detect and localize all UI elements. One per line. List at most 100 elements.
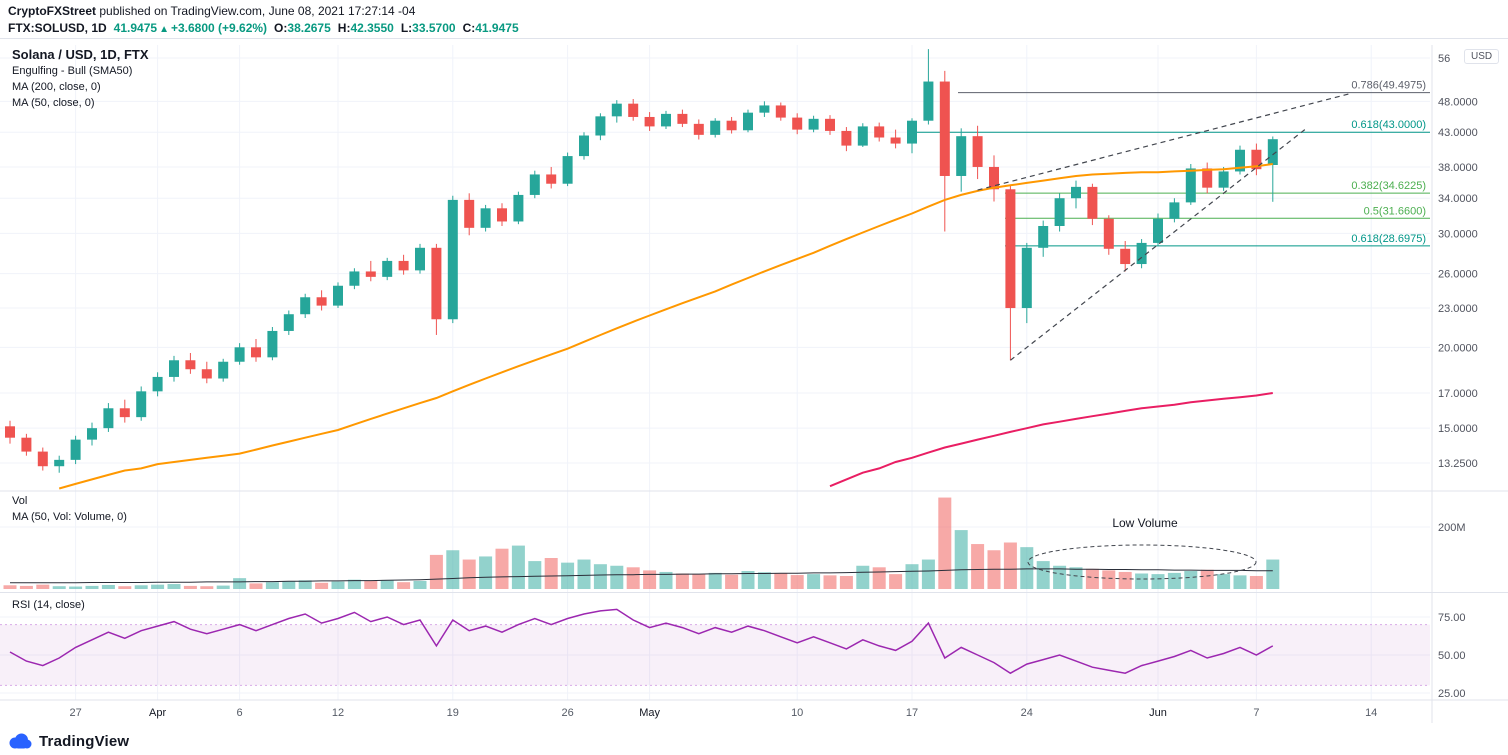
volume-bar: [19, 585, 33, 589]
volume-legend[interactable]: Vol: [12, 495, 28, 507]
fib-label: 0.382(34.6225): [1351, 180, 1426, 192]
candle-body: [1054, 198, 1065, 226]
price-axis-label: 30.0000: [1438, 228, 1478, 240]
price-axis-label: 48.0000: [1438, 96, 1478, 108]
ohlc-high: H:42.3550: [338, 21, 394, 35]
price-axis-label: 15.0000: [1438, 423, 1478, 435]
candle-body: [87, 428, 97, 440]
rsi-pane-legend: RSI (14, close): [12, 599, 85, 615]
volume-bar: [544, 558, 558, 589]
volume-bar: [774, 573, 788, 589]
candle-body: [513, 194, 524, 222]
time-axis[interactable]: 27 Apr 6 12 19 26 May 10 17 24 Jun 7 14: [69, 707, 1377, 719]
candle-body: [54, 459, 65, 467]
fib-label: 0.5(31.6600): [1364, 205, 1426, 217]
volume-bar: [626, 567, 640, 589]
candle-body: [546, 174, 557, 184]
candle-body: [775, 105, 786, 118]
volume-bar: [282, 581, 296, 589]
volume-bar: [118, 586, 132, 589]
volume-bar: [1102, 570, 1116, 589]
last-price: 41.9475: [113, 21, 158, 35]
fib-levels[interactable]: 0.786(49.4975) 0.618(43.0000) 0.382(34.622…: [914, 80, 1430, 247]
fib-label: 0.786(49.4975): [1351, 80, 1426, 92]
volume-bar: [1266, 559, 1280, 589]
rsi-band: [0, 624, 1430, 686]
candle-body: [1185, 168, 1196, 203]
tradingview-logo-icon[interactable]: [7, 732, 33, 750]
volume-ma-legend[interactable]: MA (50, Vol: Volume, 0): [12, 511, 127, 523]
ohlc-close-label: C:: [462, 21, 476, 35]
currency-label[interactable]: USD: [1464, 49, 1500, 64]
time-axis-label: 10: [791, 707, 803, 719]
fib-label: 0.618(28.6975): [1351, 233, 1426, 245]
low-volume-ellipse: [1027, 544, 1257, 580]
volume-pane-legend: Vol MA (50, Vol: Volume, 0): [12, 495, 127, 527]
volume-bar: [265, 582, 279, 589]
volume-bar: [1200, 569, 1214, 589]
volume-bar: [938, 497, 952, 589]
volume-bar: [446, 550, 460, 589]
rsi-legend[interactable]: RSI (14, close): [12, 599, 85, 611]
time-axis-label: 26: [561, 707, 573, 719]
volume-bar: [1167, 572, 1181, 589]
candle-body: [21, 437, 32, 452]
candle-body: [136, 391, 147, 418]
volume-bar: [183, 585, 197, 589]
volume-bar: [757, 572, 771, 589]
indicator-engulfing-legend[interactable]: Engulfing - Bull (SMA50): [12, 65, 133, 77]
fib-label: 0.618(43.0000): [1351, 119, 1426, 131]
volume-bar: [954, 530, 968, 589]
volume-bar: [692, 574, 706, 589]
volume-bar: [380, 580, 394, 589]
gridlines: [0, 45, 1430, 700]
candle-body: [1087, 186, 1098, 219]
price-axis-label: 56: [1438, 53, 1450, 65]
candle-body: [890, 137, 901, 144]
candle-body: [1202, 168, 1213, 188]
symbol-title[interactable]: FTX:SOLUSD, 1D: [8, 21, 107, 35]
candle-body: [464, 199, 475, 228]
volume-bar: [1217, 574, 1231, 589]
price-pane-legend: Solana / USD, 1D, FTX Engulfing - Bull (…: [12, 47, 149, 113]
candle-body: [1136, 242, 1147, 265]
time-axis-label: May: [639, 707, 660, 719]
tradingview-brand[interactable]: TradingView: [39, 732, 130, 750]
candle-body: [70, 439, 81, 460]
indicator-ma200-legend[interactable]: MA (200, close, 0): [12, 81, 101, 93]
trendline[interactable]: [977, 92, 1352, 191]
price-axis-label: 34.0000: [1438, 193, 1478, 205]
candle-body: [1021, 247, 1032, 309]
candle-body: [792, 117, 803, 130]
price-axis-label: 23.0000: [1438, 303, 1478, 315]
candle-body: [1169, 202, 1180, 219]
volume-bar: [315, 582, 329, 589]
volume-bar: [856, 565, 870, 589]
candle-body: [283, 314, 294, 331]
ohlc-high-value: 42.3550: [350, 21, 394, 35]
volume-bar: [610, 565, 624, 589]
volume-bar: [249, 583, 263, 589]
volume-bar: [1151, 574, 1165, 589]
candle-body: [1038, 225, 1049, 248]
indicator-ma50-legend[interactable]: MA (50, close, 0): [12, 97, 95, 109]
price-axis[interactable]: 56 48.0000 43.0000 38.0000 34.0000 30.0000 26.…: [1438, 53, 1478, 700]
candle-body: [5, 426, 15, 438]
ohlc-low-label: L:: [400, 21, 413, 35]
volume-bar: [298, 580, 312, 589]
volume-bar: [1249, 575, 1263, 589]
volume-bar: [921, 559, 935, 589]
candle-body: [1120, 248, 1131, 265]
symbol-legend[interactable]: Solana / USD, 1D, FTX: [12, 47, 149, 62]
candles: [5, 49, 1278, 473]
candle-body: [743, 112, 753, 131]
volume-ma-line: [10, 568, 1273, 584]
time-axis-label: Apr: [149, 707, 166, 719]
price-axis-label: 26.0000: [1438, 269, 1478, 281]
volume-bar: [462, 559, 476, 589]
ohlc-high-label: H:: [337, 21, 351, 35]
volume-bar: [3, 585, 17, 589]
candle-body: [841, 130, 852, 146]
candle-body: [808, 118, 819, 130]
